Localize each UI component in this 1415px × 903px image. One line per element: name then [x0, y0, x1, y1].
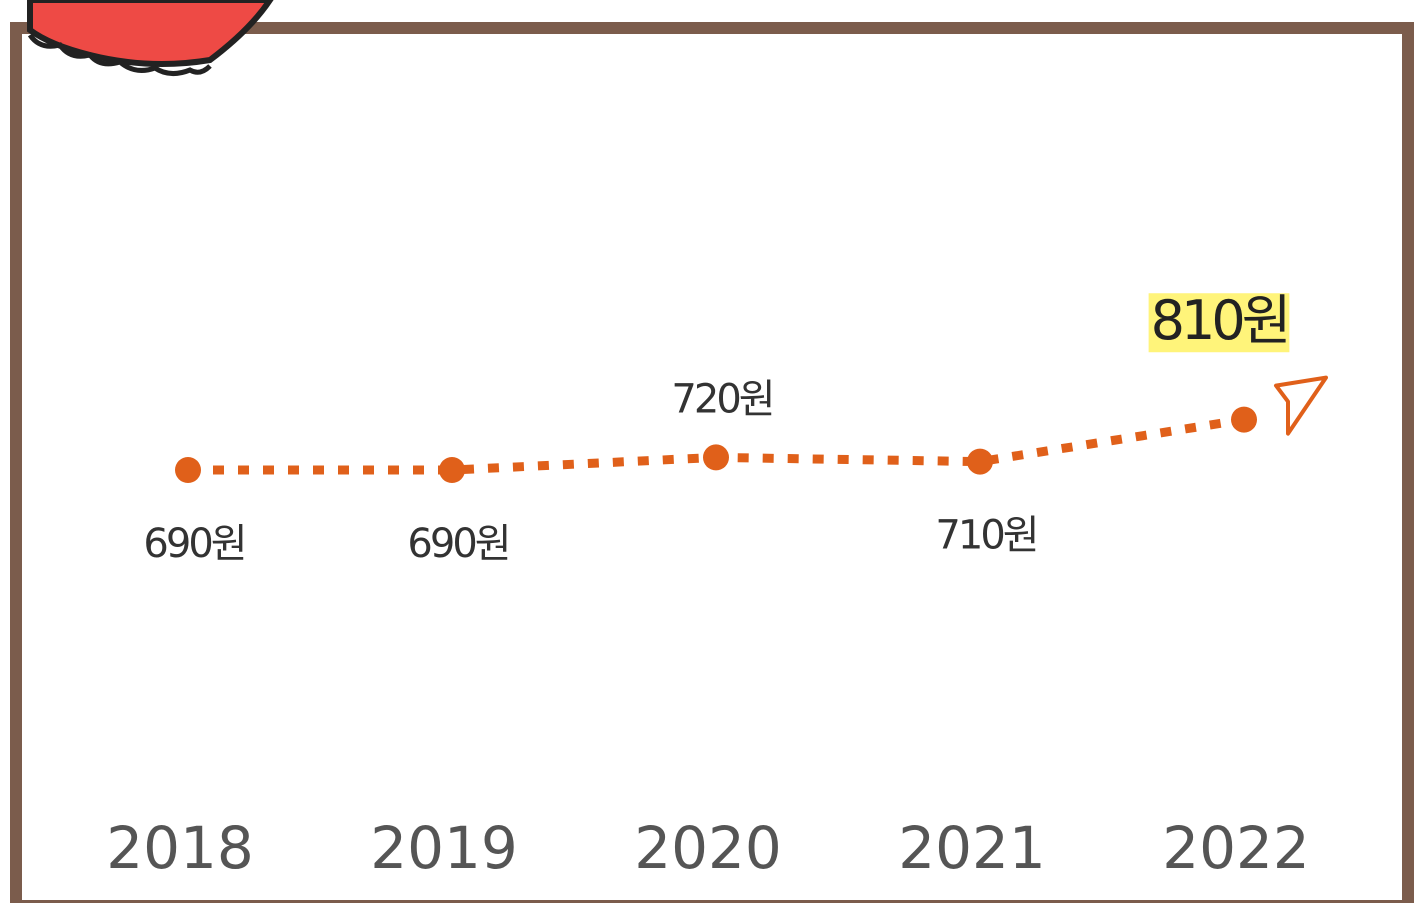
value-label: 690원 [407, 521, 508, 567]
point [967, 448, 993, 475]
value-label: 720원 [671, 376, 772, 422]
x-tick-label: 2020 [634, 814, 782, 882]
arrow [1274, 375, 1328, 436]
x-tick-label: 2022 [1162, 814, 1310, 882]
x-tick-label: 2019 [370, 814, 518, 882]
point [1231, 406, 1257, 433]
x-tick-label: 2018 [106, 814, 254, 882]
point [175, 457, 201, 483]
point [703, 444, 729, 471]
x-tick-label: 2021 [898, 814, 1046, 882]
value-label: 710원 [935, 513, 1036, 559]
decoration [27, 0, 274, 76]
value-label: 810원 [1151, 289, 1288, 352]
point [439, 457, 465, 483]
highlight [1148, 293, 1290, 353]
value-label: 690원 [143, 521, 244, 567]
